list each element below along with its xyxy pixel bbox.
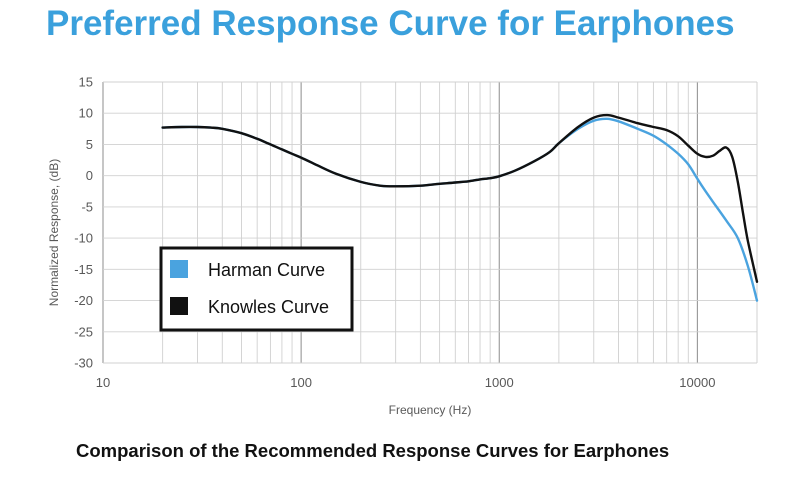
y-axis-label: Normalized Response, (dB) bbox=[47, 159, 61, 306]
legend-box bbox=[159, 246, 354, 332]
legend: Harman Curve Knowles Curve bbox=[159, 246, 354, 332]
y-tick-label: -15 bbox=[74, 262, 93, 277]
y-tick-label: -30 bbox=[74, 356, 93, 371]
legend-label-harman: Harman Curve bbox=[208, 260, 325, 280]
y-tick-label: -10 bbox=[74, 231, 93, 246]
x-tick-label: 1000 bbox=[485, 375, 514, 390]
series-lines bbox=[161, 113, 759, 302]
legend-swatch-knowles bbox=[170, 297, 188, 315]
y-tick-label: 15 bbox=[79, 75, 93, 90]
legend-label-knowles: Knowles Curve bbox=[208, 297, 329, 317]
legend-swatch-harman bbox=[170, 260, 188, 278]
x-tick-label: 100 bbox=[290, 375, 312, 390]
x-axis-label: Frequency (Hz) bbox=[389, 403, 472, 417]
knowles-curve-line bbox=[161, 113, 759, 283]
y-tick-label: -25 bbox=[74, 324, 93, 339]
x-tick-label: 10 bbox=[96, 375, 110, 390]
y-tick-label: -5 bbox=[81, 199, 93, 214]
y-tick-label: -20 bbox=[74, 293, 93, 308]
x-tick-label: 10000 bbox=[679, 375, 715, 390]
chart-title: Preferred Response Curve for Earphones bbox=[46, 4, 735, 43]
grid bbox=[102, 81, 758, 364]
y-tick-label: 5 bbox=[86, 137, 93, 152]
chart-caption: Comparison of the Recommended Response C… bbox=[76, 440, 670, 461]
y-tick-label: 0 bbox=[86, 168, 93, 183]
y-tick-label: 10 bbox=[79, 106, 93, 121]
